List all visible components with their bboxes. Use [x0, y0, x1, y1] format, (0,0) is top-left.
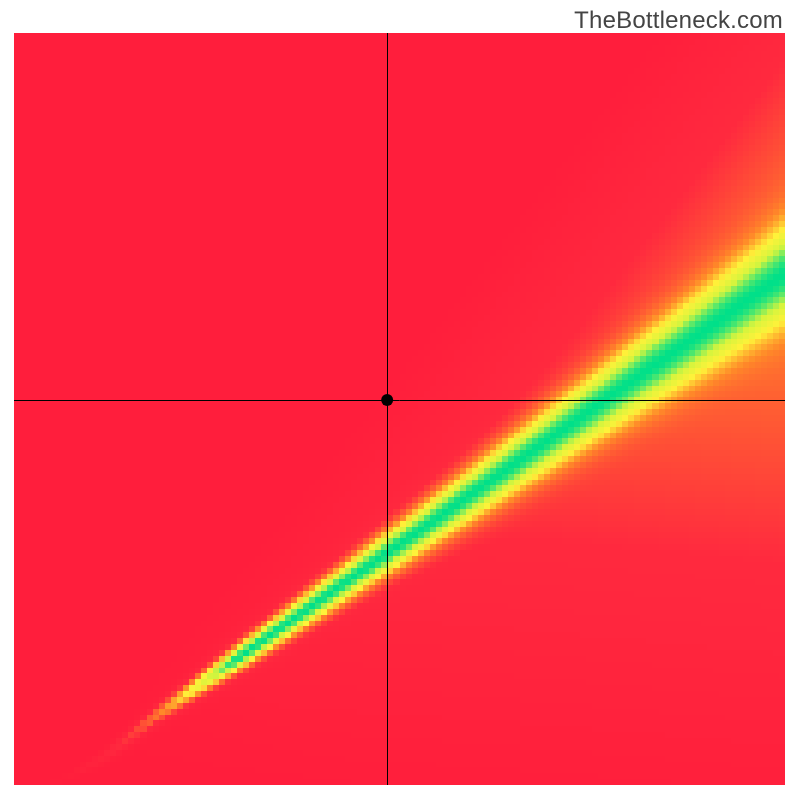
watermark-text: TheBottleneck.com: [574, 7, 783, 35]
chart-container: TheBottleneck.com: [0, 0, 800, 800]
bottleneck-heatmap: [14, 33, 785, 785]
